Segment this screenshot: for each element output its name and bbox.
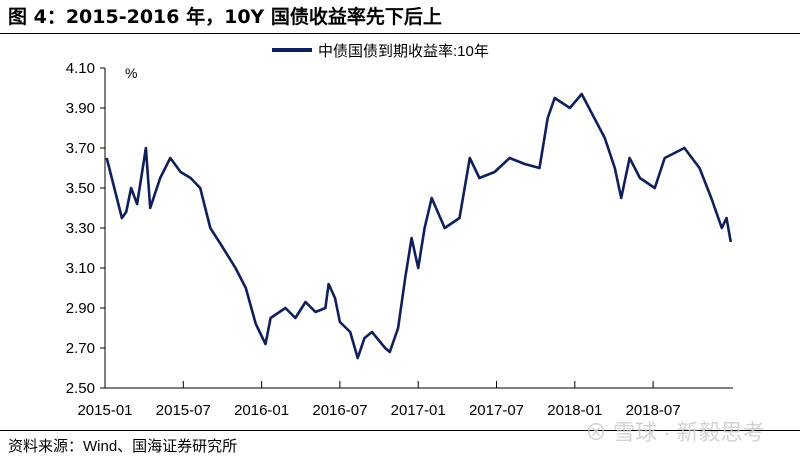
source-note: 资料来源：Wind、国海证券研究所 [8, 438, 238, 455]
x-tick-label: 2017-01 [391, 402, 446, 419]
y-tick-label: 2.90 [66, 300, 95, 317]
x-tick-label: 2016-01 [234, 402, 289, 419]
x-tick-label: 2017-07 [469, 402, 524, 419]
legend-label: 中债国债到期收益率:10年 [318, 43, 489, 60]
figure-title: 图 4：2015-2016 年，10Y 国债收益率先下后上 [8, 6, 442, 28]
y-tick-label: 3.10 [66, 260, 95, 277]
y-tick-label: 2.70 [66, 340, 95, 357]
y-tick-label: 3.90 [66, 100, 95, 117]
x-tick-label: 2018-01 [547, 402, 602, 419]
y-tick-label: 2.50 [66, 380, 95, 397]
x-tick-label: 2018-07 [626, 402, 681, 419]
y-unit-label: % [125, 65, 137, 81]
y-tick-label: 3.30 [66, 220, 95, 237]
x-tick-label: 2016-07 [312, 402, 367, 419]
line-chart: 中债国债到期收益率:10年 % 4.10 3.90 3.70 3.50 3.30 3.10… [66, 43, 733, 419]
x-tick-label: 2015-07 [156, 402, 211, 419]
y-tick-label: 4.10 [66, 60, 95, 77]
bottom-rule [0, 430, 800, 431]
y-tick-label: 3.70 [66, 140, 95, 157]
legend: 中债国债到期收益率:10年 [272, 43, 489, 60]
y-tick-label: 3.50 [66, 180, 95, 197]
watermark: ⊗ 雪球 · 新毅思考 [585, 420, 765, 445]
x-tick-label: 2015-01 [77, 402, 132, 419]
top-rule [0, 33, 800, 34]
series-line [105, 92, 733, 360]
